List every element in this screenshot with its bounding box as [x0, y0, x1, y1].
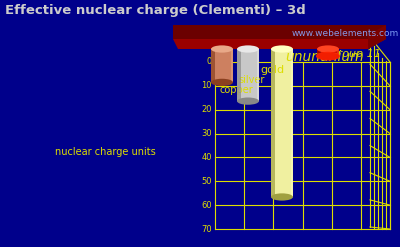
Polygon shape	[257, 49, 259, 101]
Text: 30: 30	[201, 129, 212, 138]
Polygon shape	[317, 49, 339, 56]
Polygon shape	[173, 39, 386, 49]
Text: 50: 50	[202, 177, 212, 186]
Text: 0: 0	[207, 58, 212, 66]
Ellipse shape	[317, 45, 339, 53]
Polygon shape	[317, 49, 321, 56]
Text: 70: 70	[201, 225, 212, 233]
Polygon shape	[237, 49, 241, 101]
Polygon shape	[271, 49, 275, 197]
Ellipse shape	[211, 79, 233, 86]
Ellipse shape	[237, 98, 259, 105]
Ellipse shape	[237, 45, 259, 53]
Text: 60: 60	[201, 201, 212, 210]
Text: silver: silver	[238, 75, 264, 85]
Text: 40: 40	[202, 153, 212, 162]
Ellipse shape	[271, 45, 293, 53]
Text: www.webelements.com: www.webelements.com	[291, 29, 399, 38]
Polygon shape	[211, 49, 233, 82]
Text: gold: gold	[260, 65, 284, 75]
Ellipse shape	[316, 52, 340, 61]
Text: nuclear charge units: nuclear charge units	[55, 147, 156, 157]
Polygon shape	[271, 49, 293, 197]
Ellipse shape	[317, 53, 339, 60]
Polygon shape	[237, 49, 259, 101]
Polygon shape	[173, 25, 386, 39]
Polygon shape	[368, 25, 386, 49]
Text: copper: copper	[220, 85, 254, 95]
Polygon shape	[211, 49, 215, 82]
Polygon shape	[337, 49, 339, 56]
Text: Effective nuclear charge (Clementi) – 3d: Effective nuclear charge (Clementi) – 3d	[5, 4, 306, 17]
Text: 10: 10	[202, 81, 212, 90]
Text: 20: 20	[202, 105, 212, 114]
Polygon shape	[231, 49, 233, 82]
Text: Group 11: Group 11	[329, 49, 381, 59]
Ellipse shape	[271, 193, 293, 201]
Ellipse shape	[211, 45, 233, 53]
Polygon shape	[291, 49, 293, 197]
Text: unununium: unununium	[285, 50, 364, 64]
